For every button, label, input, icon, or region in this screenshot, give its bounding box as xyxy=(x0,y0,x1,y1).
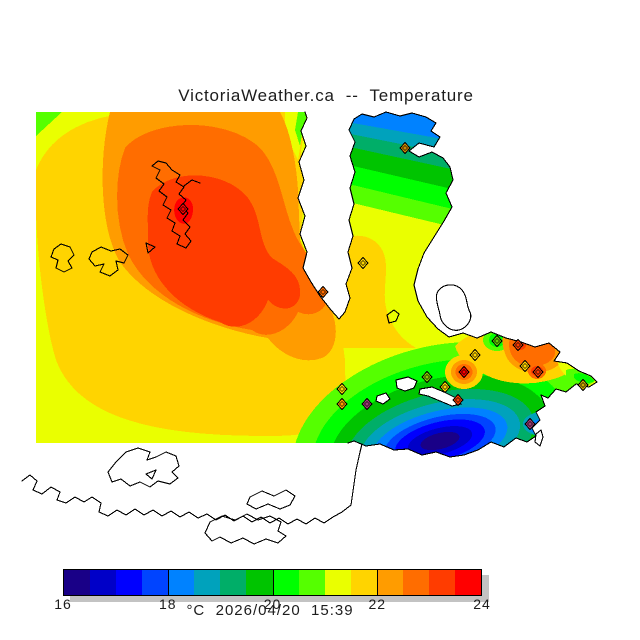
station-markers xyxy=(177,141,589,431)
station-marker xyxy=(317,285,329,299)
elk-lake xyxy=(435,284,472,331)
contour-field xyxy=(36,112,597,457)
station-marker xyxy=(524,417,536,431)
colorbar-segment xyxy=(324,570,351,595)
colorbar-tick xyxy=(376,569,378,596)
station-marker xyxy=(452,393,464,407)
station-marker xyxy=(361,397,373,411)
station-marker xyxy=(336,397,348,411)
sooke-lakes-outline xyxy=(151,160,192,249)
colorbar-tick-label: 20 xyxy=(263,596,282,612)
station-marker xyxy=(491,334,503,348)
colorbar-segment xyxy=(402,570,429,595)
colorbar-tick xyxy=(272,569,274,596)
colorbar-segment xyxy=(194,570,221,595)
colorbar-segment xyxy=(116,570,143,595)
colorbar-segment xyxy=(64,570,91,595)
colorbar-segment xyxy=(246,570,273,595)
colorbar-segment xyxy=(168,570,195,595)
station-marker xyxy=(177,202,189,216)
colorbar-segment xyxy=(298,570,325,595)
colorbar-segment xyxy=(350,570,377,595)
colorbar-tick-label: 16 xyxy=(54,596,72,612)
coastlines xyxy=(21,111,598,545)
colorbar-segment xyxy=(454,570,481,595)
station-marker xyxy=(421,370,433,384)
station-marker xyxy=(357,256,369,270)
station-marker xyxy=(469,348,481,362)
colorbar-tick-label: 22 xyxy=(368,596,387,612)
station-marker xyxy=(399,141,411,155)
water-areas xyxy=(298,106,472,407)
colorbar-segment xyxy=(220,570,247,595)
colorbar-segment xyxy=(376,570,403,595)
colorbar-tick-labels: 16 18 20 22 24 xyxy=(54,596,490,612)
station-marker xyxy=(519,359,531,373)
colorbar-tick-label: 18 xyxy=(158,596,177,612)
saanich-inlet-water xyxy=(298,106,360,319)
station-marker xyxy=(336,382,348,396)
colorbar-tick xyxy=(168,569,170,596)
colorbar-caption: °C 2026/04/20 15:39 xyxy=(186,602,354,619)
map-title: VictoriaWeather.ca -- Temperature xyxy=(178,86,474,105)
station-marker xyxy=(458,365,470,379)
esquimalt-harbour xyxy=(395,376,418,392)
colorbar-segment xyxy=(142,570,169,595)
temperature-colorbar xyxy=(63,569,482,596)
colorbar-segment xyxy=(272,570,299,595)
colorbar-tick-label: 24 xyxy=(473,596,491,612)
station-marker xyxy=(577,378,589,392)
lagoon xyxy=(375,392,391,405)
station-marker xyxy=(439,380,451,394)
colorbar-segment xyxy=(90,570,117,595)
station-marker xyxy=(532,365,544,379)
station-marker xyxy=(512,338,524,352)
colorbar-segment xyxy=(428,570,455,595)
victoria-harbour xyxy=(418,386,463,407)
